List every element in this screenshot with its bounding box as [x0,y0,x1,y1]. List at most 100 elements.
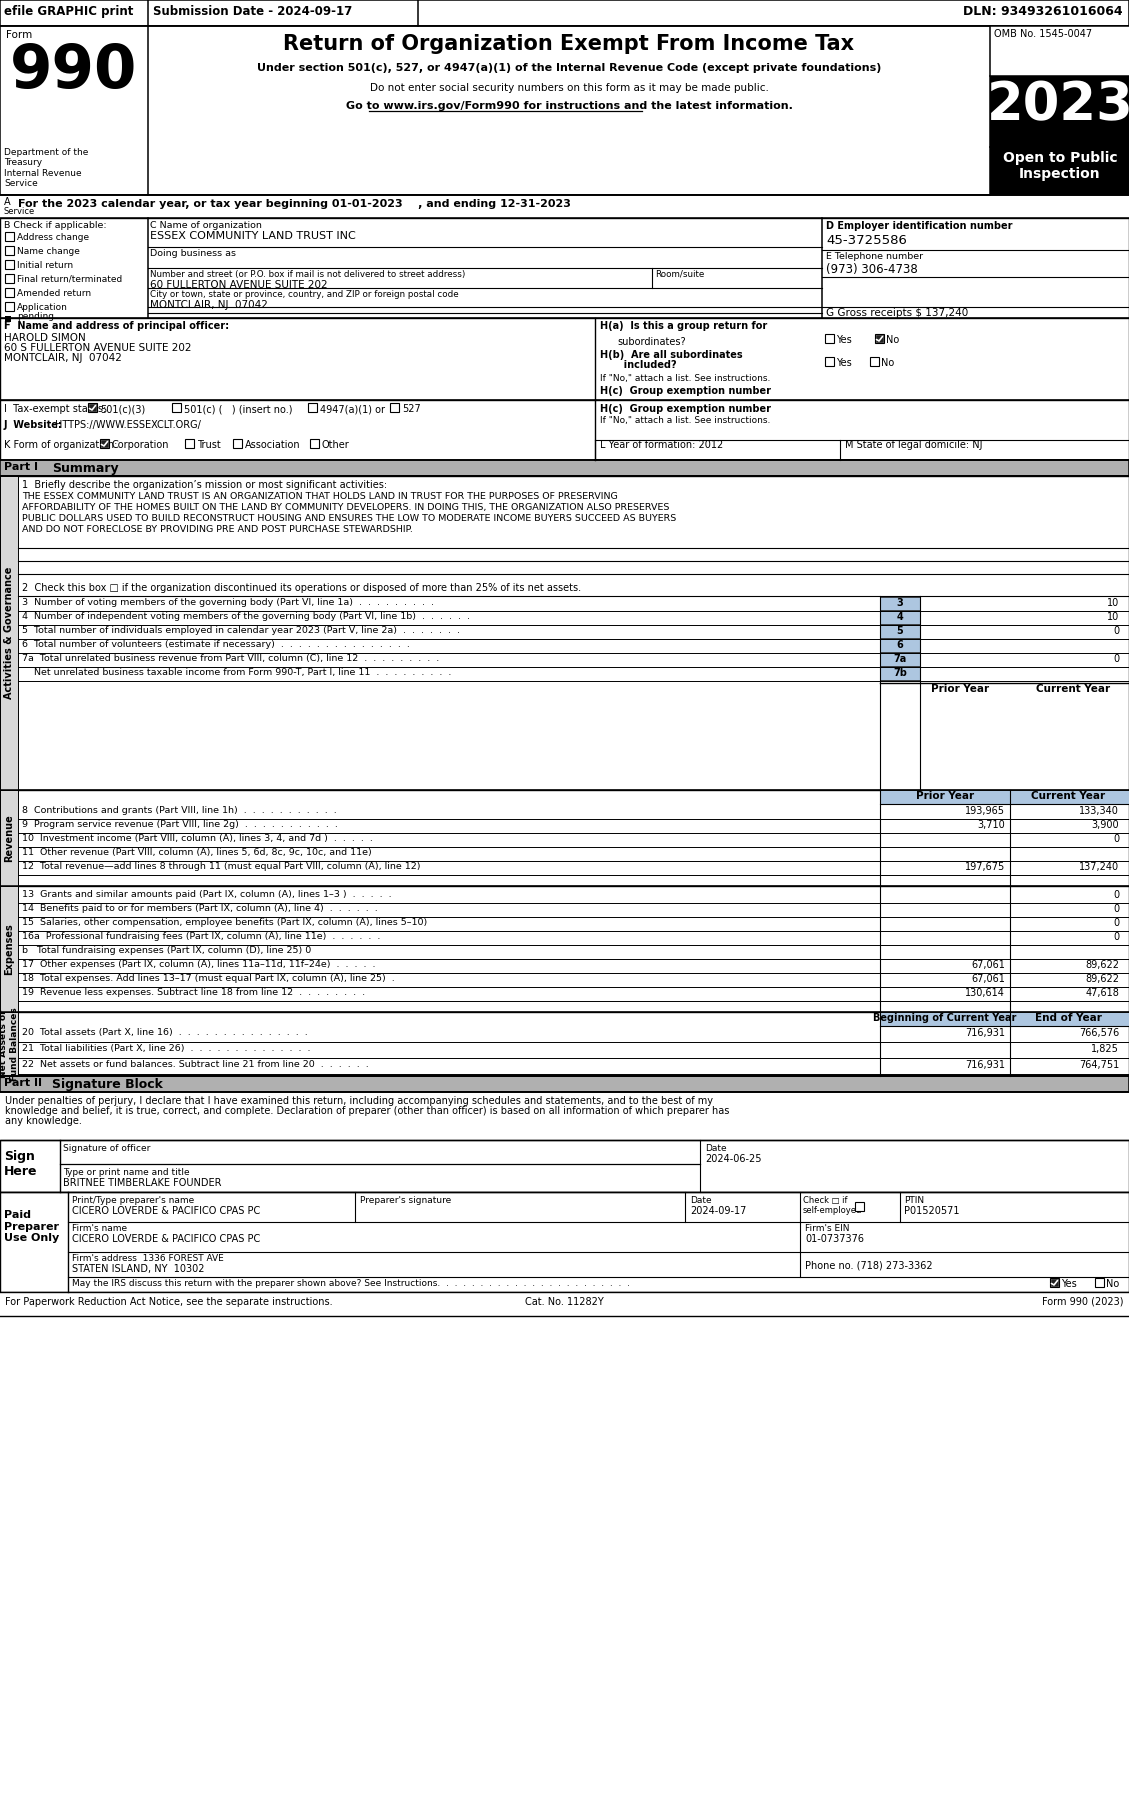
Bar [0,886,1129,1011]
Text: 4  Number of independent voting members of the governing body (Part VI, line 1b): 4 Number of independent voting members o… [21,611,470,620]
Text: 18  Total expenses. Add lines 13–17 (must equal Part IX, column (A), line 25)  .: 18 Total expenses. Add lines 13–17 (must… [21,973,395,982]
Text: Name change: Name change [17,247,80,256]
Bar [5,302,14,311]
Text: b   Total fundraising expenses (Part IX, column (D), line 25) 0: b Total fundraising expenses (Part IX, c… [21,946,312,955]
Text: May the IRS discuss this return with the preparer shown above? See Instructions.: May the IRS discuss this return with the… [72,1279,630,1288]
Bar [1010,789,1129,804]
Text: 990: 990 [10,42,138,102]
Text: 01-0737376: 01-0737376 [805,1233,864,1244]
Text: PUBLIC DOLLARS USED TO BUILD RECONSTRUCT HOUSING AND ENSURES THE LOW TO MODERATE: PUBLIC DOLLARS USED TO BUILD RECONSTRUCT… [21,515,676,524]
Text: No: No [881,358,894,367]
Text: 6: 6 [896,640,903,649]
Text: 0: 0 [1113,833,1119,844]
Text: Beginning of Current Year: Beginning of Current Year [874,1013,1017,1022]
Text: 2  Check this box □ if the organization discontinued its operations or disposed : 2 Check this box □ if the organization d… [21,584,581,593]
Text: Form 990 (2023): Form 990 (2023) [1041,1297,1123,1308]
Text: Print/Type preparer's name: Print/Type preparer's name [72,1197,194,1204]
Text: Prior Year: Prior Year [931,684,989,695]
Text: 12  Total revenue—add lines 8 through 11 (must equal Part VIII, column (A), line: 12 Total revenue—add lines 8 through 11 … [21,862,420,871]
Text: 2024-06-25: 2024-06-25 [704,1153,761,1164]
Text: Preparer's signature: Preparer's signature [360,1197,452,1204]
Bar [0,1191,1129,1291]
Text: Sign
Here: Sign Here [5,1150,37,1179]
Text: subordinates?: subordinates? [618,337,685,347]
Bar [308,404,317,411]
Text: 6  Total number of volunteers (estimate if necessary)  .  .  .  .  .  .  .  .  .: 6 Total number of volunteers (estimate i… [21,640,410,649]
Text: 1,825: 1,825 [1091,1044,1119,1053]
Bar [879,668,920,680]
Text: Doing business as: Doing business as [150,249,236,258]
Text: No: No [1106,1279,1119,1290]
Text: Current Year: Current Year [1031,791,1105,800]
Text: CICERO LOVERDE & PACIFICO CPAS PC: CICERO LOVERDE & PACIFICO CPAS PC [72,1233,261,1244]
Bar [0,1011,1129,1077]
Text: Application: Application [17,304,68,313]
Text: Type or print name and title: Type or print name and title [63,1168,190,1177]
Text: pending: pending [17,313,54,320]
Text: Part II: Part II [5,1079,42,1088]
Bar [875,335,884,344]
Text: 764,751: 764,751 [1078,1060,1119,1070]
Bar [0,789,1129,886]
Text: A: A [5,196,10,207]
Bar [0,0,1129,25]
Text: L Year of formation: 2012: L Year of formation: 2012 [599,440,724,449]
Text: 3,710: 3,710 [978,820,1005,829]
Text: Net unrelated business taxable income from Form 990-T, Part I, line 11  .  .  . : Net unrelated business taxable income fr… [21,668,452,677]
Text: 137,240: 137,240 [1079,862,1119,871]
Text: Other: Other [322,440,350,449]
Text: 5  Total number of individuals employed in calendar year 2023 (Part V, line 2a) : 5 Total number of individuals employed i… [21,626,460,635]
Text: AFFORDABILITY OF THE HOMES BUILT ON THE LAND BY COMMUNITY DEVELOPERS. IN DOING T: AFFORDABILITY OF THE HOMES BUILT ON THE … [21,504,669,511]
Text: 15  Salaries, other compensation, employee benefits (Part IX, column (A), lines : 15 Salaries, other compensation, employe… [21,919,427,928]
Bar [5,317,11,322]
Text: C Name of organization: C Name of organization [150,220,262,229]
Text: E Telephone number: E Telephone number [826,253,924,260]
Text: HAROLD SIMON: HAROLD SIMON [5,333,86,344]
Text: 130,614: 130,614 [965,988,1005,999]
Bar [0,789,18,886]
Text: Expenses: Expenses [5,922,14,975]
Text: Go to www.irs.gov/Form990 for instructions and the latest information.: Go to www.irs.gov/Form990 for instructio… [345,102,793,111]
Text: Service: Service [3,207,34,216]
Text: Activities & Governance: Activities & Governance [5,568,14,698]
Text: 17  Other expenses (Part IX, column (A), lines 11a–11d, 11f–24e)  .  .  .  .  .: 17 Other expenses (Part IX, column (A), … [21,960,376,970]
Bar [0,195,1129,218]
Text: Paid
Preparer
Use Only: Paid Preparer Use Only [5,1210,59,1242]
Text: STATEN ISLAND, NY  10302: STATEN ISLAND, NY 10302 [72,1264,204,1273]
Text: Yes: Yes [1061,1279,1077,1290]
Text: H(a)  Is this a group return for: H(a) Is this a group return for [599,320,768,331]
Text: Yes: Yes [835,335,851,346]
Text: 10: 10 [1106,611,1119,622]
Text: Signature Block: Signature Block [52,1079,163,1091]
Text: 3  Number of voting members of the governing body (Part VI, line 1a)  .  .  .  .: 3 Number of voting members of the govern… [21,598,434,608]
Text: Part I: Part I [5,462,38,471]
Text: MONTCLAIR, NJ  07042: MONTCLAIR, NJ 07042 [5,353,122,364]
Bar [0,477,1129,789]
Bar [0,1091,1129,1141]
Text: 47,618: 47,618 [1085,988,1119,999]
Bar [990,147,1129,195]
Text: included?: included? [599,360,676,369]
Bar [876,335,883,342]
Text: 0: 0 [1113,655,1119,664]
Text: Date: Date [704,1144,727,1153]
Text: Current Year: Current Year [1036,684,1110,695]
Text: H(c)  Group exemption number: H(c) Group exemption number [599,404,771,415]
Text: ESSEX COMMUNITY LAND TRUST INC: ESSEX COMMUNITY LAND TRUST INC [150,231,356,240]
Text: 1  Briefly describe the organization’s mission or most significant activities:: 1 Briefly describe the organization’s mi… [21,480,387,489]
Text: 0: 0 [1113,626,1119,637]
Text: Firm's EIN: Firm's EIN [805,1224,849,1233]
Text: Do not enter social security numbers on this form as it may be made public.: Do not enter social security numbers on … [369,84,769,93]
Text: 89,622: 89,622 [1085,973,1119,984]
Bar [185,438,194,447]
Text: Firm's address  1336 FOREST AVE: Firm's address 1336 FOREST AVE [72,1253,224,1262]
Bar [879,626,920,638]
Text: Address change: Address change [17,233,89,242]
Text: Net Assets or
Fund Balances: Net Assets or Fund Balances [0,1008,19,1080]
Text: Number and street (or P.O. box if mail is not delivered to street address): Number and street (or P.O. box if mail i… [150,269,465,278]
Bar [879,638,920,651]
Text: efile GRAPHIC print: efile GRAPHIC print [5,5,133,18]
Text: any knowledge.: any knowledge. [5,1117,82,1126]
Text: 3,900: 3,900 [1092,820,1119,829]
Text: AND DO NOT FORECLOSE BY PROVIDING PRE AND POST PURCHASE STEWARDSHIP.: AND DO NOT FORECLOSE BY PROVIDING PRE AN… [21,526,413,535]
